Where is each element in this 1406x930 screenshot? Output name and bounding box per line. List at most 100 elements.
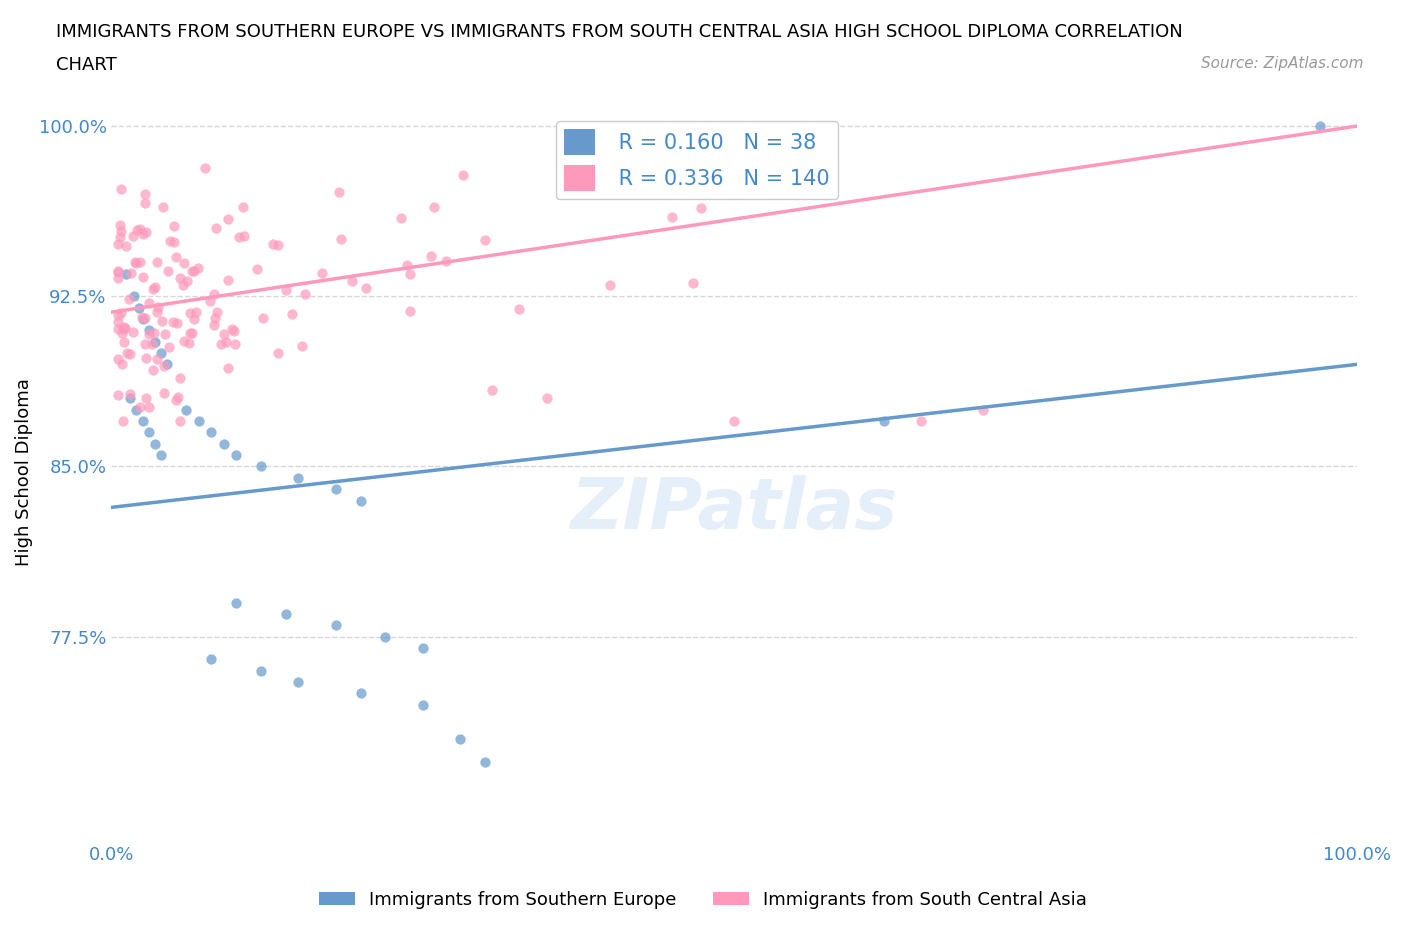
- Point: [162, 315, 184, 330]
- Point: [120, 266, 142, 281]
- Point: [138, 296, 160, 311]
- Point: [107, 265, 129, 280]
- Point: [221, 321, 243, 336]
- Point: [107, 263, 129, 278]
- Point: [134, 337, 156, 352]
- Point: [135, 225, 157, 240]
- Point: [328, 184, 350, 199]
- Point: [143, 280, 166, 295]
- Point: [112, 335, 135, 350]
- Point: [129, 400, 152, 415]
- Point: [110, 181, 132, 196]
- Point: [1309, 119, 1331, 134]
- Point: [153, 386, 176, 401]
- Point: [142, 282, 165, 297]
- Point: [156, 357, 179, 372]
- Point: [252, 311, 274, 325]
- Point: [661, 209, 683, 224]
- Point: [267, 238, 290, 253]
- Point: [132, 270, 155, 285]
- Legend:  R = 0.160   N = 38,  R = 0.336   N = 140: R = 0.160 N = 38, R = 0.336 N = 140: [555, 121, 838, 199]
- Point: [169, 414, 191, 429]
- Point: [179, 326, 201, 340]
- Text: Source: ZipAtlas.com: Source: ZipAtlas.com: [1201, 56, 1364, 71]
- Point: [374, 630, 396, 644]
- Point: [114, 321, 136, 336]
- Point: [135, 391, 157, 405]
- Point: [281, 306, 304, 321]
- Point: [325, 618, 347, 632]
- Point: [395, 257, 418, 272]
- Point: [200, 425, 222, 440]
- Point: [173, 334, 195, 349]
- Point: [225, 447, 247, 462]
- Point: [228, 230, 250, 245]
- Text: CHART: CHART: [56, 56, 117, 73]
- Point: [399, 266, 422, 281]
- Point: [145, 305, 167, 320]
- Point: [122, 325, 145, 339]
- Point: [224, 324, 246, 339]
- Point: [107, 315, 129, 330]
- Point: [481, 382, 503, 397]
- Point: [217, 211, 239, 226]
- Point: [120, 347, 142, 362]
- Point: [198, 294, 221, 309]
- Point: [124, 256, 146, 271]
- Point: [194, 160, 217, 175]
- Point: [187, 414, 209, 429]
- Point: [246, 261, 269, 276]
- Point: [186, 305, 208, 320]
- Point: [157, 339, 180, 354]
- Point: [150, 447, 173, 462]
- Point: [138, 323, 160, 338]
- Point: [120, 387, 142, 402]
- Point: [150, 346, 173, 361]
- Point: [682, 275, 704, 290]
- Point: [134, 195, 156, 210]
- Point: [169, 370, 191, 385]
- Point: [156, 264, 179, 279]
- Point: [120, 391, 142, 405]
- Point: [115, 346, 138, 361]
- Point: [224, 337, 246, 352]
- Point: [153, 326, 176, 341]
- Point: [187, 261, 209, 276]
- Point: [389, 210, 412, 225]
- Point: [142, 363, 165, 378]
- Point: [176, 274, 198, 289]
- Point: [107, 352, 129, 366]
- Point: [180, 264, 202, 279]
- Point: [134, 311, 156, 325]
- Point: [111, 322, 134, 337]
- Point: [129, 222, 152, 237]
- Point: [179, 305, 201, 320]
- Point: [972, 403, 994, 418]
- Point: [250, 459, 273, 474]
- Point: [205, 221, 228, 236]
- Point: [107, 307, 129, 322]
- Point: [122, 289, 145, 304]
- Point: [110, 224, 132, 239]
- Point: [536, 391, 558, 405]
- Point: [232, 199, 254, 214]
- Point: [412, 698, 434, 712]
- Y-axis label: High School Diploma: High School Diploma: [15, 379, 32, 566]
- Point: [179, 336, 201, 351]
- Point: [209, 337, 232, 352]
- Point: [183, 312, 205, 326]
- Point: [262, 237, 284, 252]
- Point: [508, 301, 530, 316]
- Point: [267, 345, 290, 360]
- Point: [225, 595, 247, 610]
- Point: [215, 334, 238, 349]
- Point: [202, 318, 225, 333]
- Point: [163, 235, 186, 250]
- Point: [423, 200, 446, 215]
- Point: [873, 414, 896, 429]
- Point: [153, 359, 176, 374]
- Point: [412, 641, 434, 656]
- Point: [172, 277, 194, 292]
- Point: [107, 236, 129, 251]
- Point: [166, 315, 188, 330]
